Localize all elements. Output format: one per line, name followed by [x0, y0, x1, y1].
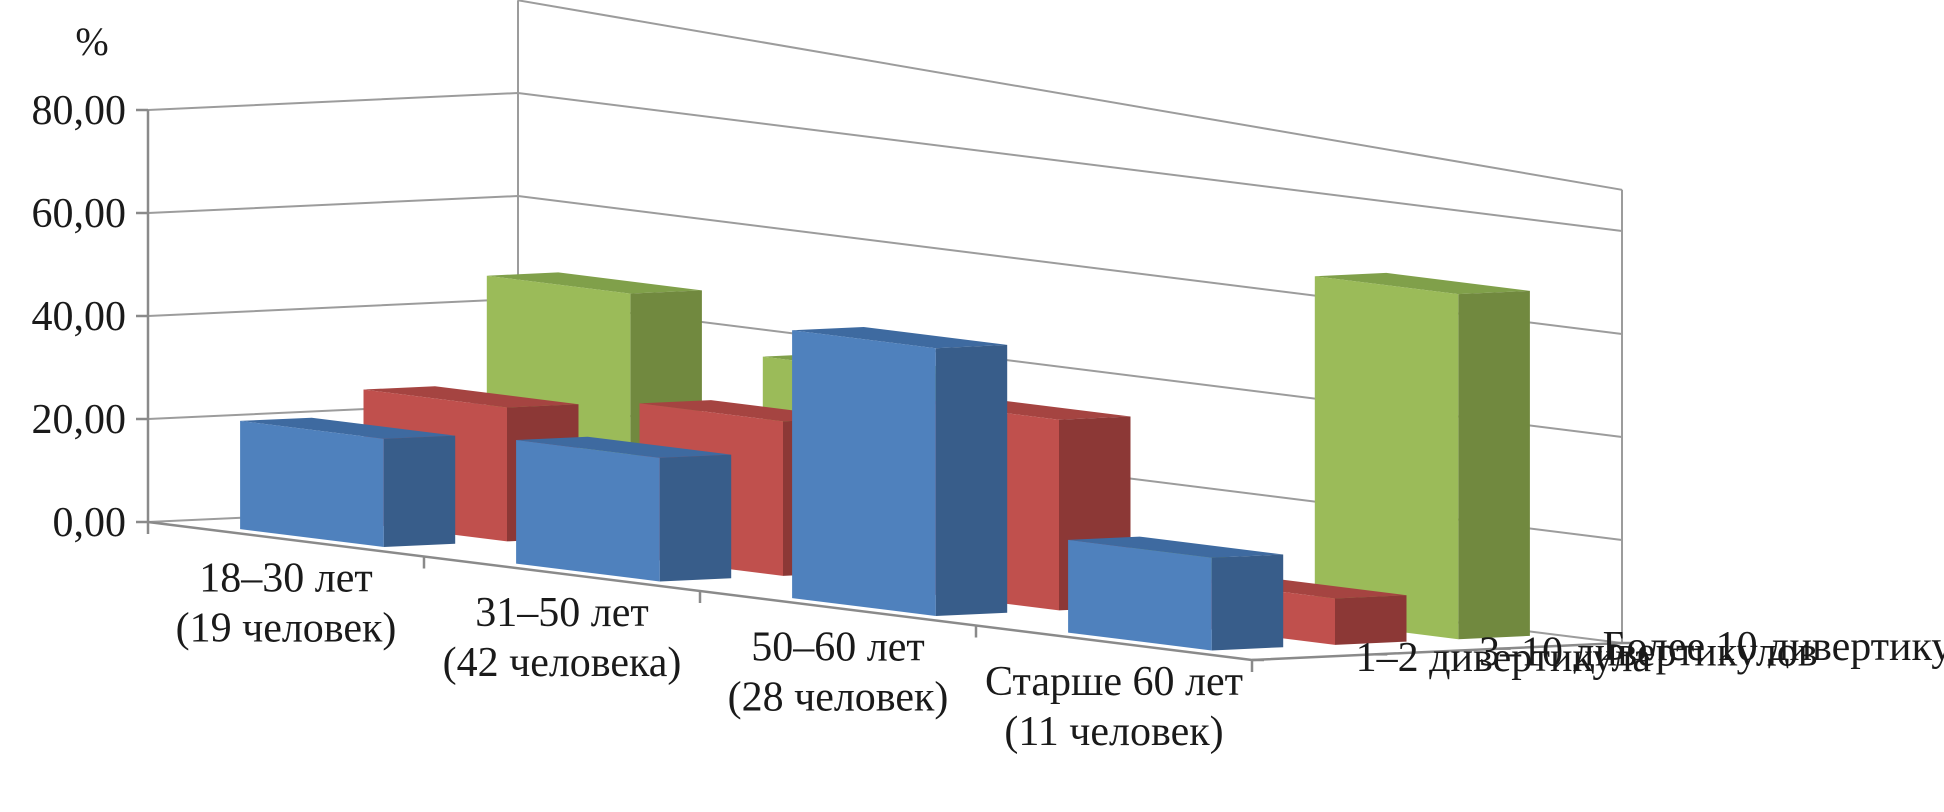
bar-side [383, 435, 456, 547]
bar-side [1211, 554, 1284, 651]
bar [516, 436, 732, 582]
bar-front [240, 420, 384, 547]
category-label: 31–50 лет (42 человека) [443, 590, 682, 686]
bar-front [516, 440, 660, 582]
bar [1068, 536, 1284, 651]
bar-top [792, 327, 1008, 349]
bar-top [363, 386, 579, 408]
y-axis-label: % [75, 19, 108, 64]
bar-top [1068, 536, 1284, 558]
y-tick-label: 40,00 [32, 294, 127, 340]
bars [240, 272, 1530, 651]
bar-front [792, 330, 936, 616]
bar-side [659, 454, 732, 582]
bar-front [1068, 539, 1212, 651]
y-tick-label: 60,00 [32, 191, 127, 237]
bar [240, 417, 456, 547]
category-label: 50–60 лет (28 человек) [728, 624, 949, 720]
series-label: Более 10 дивертикулов [1602, 624, 1944, 670]
bar-front [1314, 276, 1459, 640]
bar [792, 327, 1008, 616]
y-tick-label: 20,00 [32, 397, 127, 443]
series-label: 1–2 дивертикула [1356, 635, 1652, 681]
gridline [147, 91, 1623, 232]
bar-top [486, 272, 702, 294]
axes [136, 108, 1634, 672]
bar-top [240, 417, 456, 439]
bar-side [1458, 290, 1530, 640]
bar-top [1314, 272, 1530, 295]
y-tick-label: 80,00 [32, 88, 127, 134]
wall-edge [517, 0, 1623, 191]
y-tick-label: 0,00 [53, 500, 127, 546]
category-label: 18–30 лет (19 человек) [176, 555, 397, 651]
bar [1314, 272, 1530, 640]
bar-side [1335, 595, 1407, 645]
bar-side [935, 344, 1008, 616]
series-label: 3–10 дивертикулов [1479, 630, 1818, 676]
bar-top [516, 436, 732, 458]
category-label: Старше 60 лет (11 человек) [985, 659, 1243, 755]
labels: % 0,00 20,00 40,00 60,00 80,00 18–30 лет (19 ч… [32, 19, 1944, 755]
